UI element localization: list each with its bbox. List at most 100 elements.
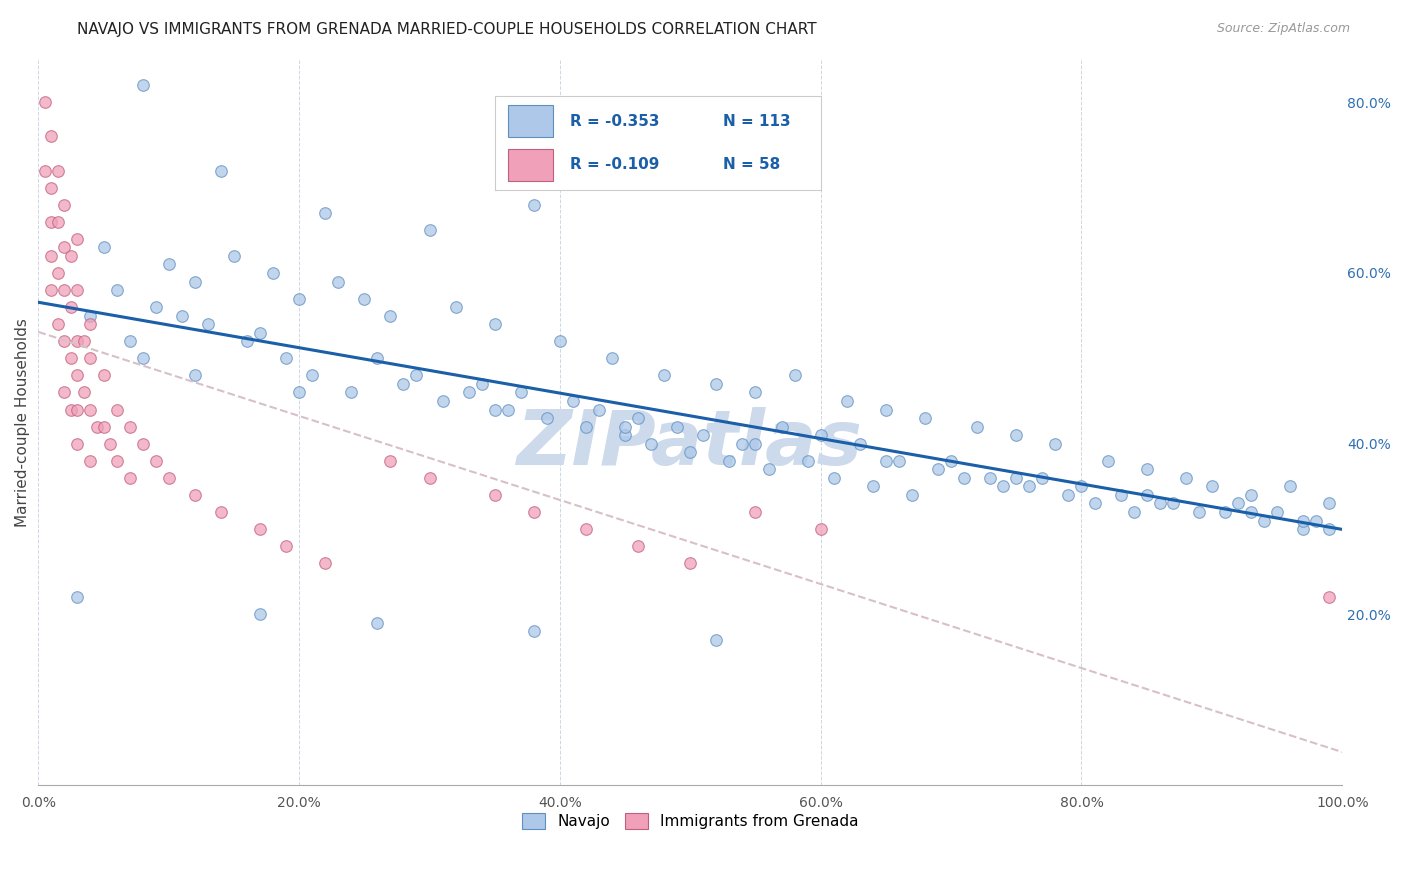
Point bbox=[184, 275, 207, 289]
Point bbox=[744, 505, 766, 519]
Point bbox=[1317, 591, 1340, 605]
Point bbox=[1317, 522, 1340, 536]
Point bbox=[53, 283, 76, 297]
Point bbox=[432, 394, 454, 409]
Point bbox=[1136, 462, 1159, 476]
Point bbox=[41, 249, 63, 263]
Point bbox=[79, 351, 101, 366]
Point bbox=[301, 368, 323, 383]
Point bbox=[457, 385, 479, 400]
Point bbox=[66, 283, 89, 297]
Point bbox=[758, 462, 780, 476]
Point bbox=[1317, 496, 1340, 510]
Point bbox=[328, 275, 350, 289]
Point bbox=[131, 351, 153, 366]
Point bbox=[875, 454, 897, 468]
Point bbox=[993, 479, 1015, 493]
Point bbox=[197, 317, 219, 331]
Point bbox=[679, 556, 702, 570]
Point bbox=[640, 436, 662, 450]
Point bbox=[810, 522, 832, 536]
Point bbox=[46, 163, 69, 178]
Point bbox=[627, 539, 650, 553]
Point bbox=[105, 283, 128, 297]
Point bbox=[314, 556, 336, 570]
Point bbox=[59, 402, 82, 417]
Point bbox=[1265, 505, 1288, 519]
Point bbox=[614, 428, 637, 442]
Point bbox=[444, 300, 467, 314]
Point bbox=[706, 632, 728, 647]
Point bbox=[1253, 514, 1275, 528]
Point bbox=[262, 266, 284, 280]
Point bbox=[509, 385, 531, 400]
Point bbox=[744, 436, 766, 450]
Text: Source: ZipAtlas.com: Source: ZipAtlas.com bbox=[1216, 22, 1350, 36]
Point bbox=[41, 215, 63, 229]
Point bbox=[288, 292, 311, 306]
Point bbox=[418, 223, 440, 237]
Point bbox=[41, 180, 63, 194]
Point bbox=[1045, 436, 1067, 450]
Point bbox=[209, 505, 232, 519]
Point bbox=[184, 488, 207, 502]
Point bbox=[484, 402, 506, 417]
Point bbox=[523, 505, 546, 519]
Point bbox=[484, 488, 506, 502]
Point bbox=[862, 479, 884, 493]
Point bbox=[53, 197, 76, 211]
Point bbox=[901, 488, 924, 502]
Point bbox=[66, 591, 89, 605]
Point bbox=[823, 471, 845, 485]
Point bbox=[496, 402, 519, 417]
Point bbox=[1083, 496, 1105, 510]
Point bbox=[1070, 479, 1092, 493]
Point bbox=[575, 522, 598, 536]
Point bbox=[366, 351, 388, 366]
Point bbox=[66, 334, 89, 349]
Point bbox=[105, 454, 128, 468]
Point bbox=[1005, 471, 1028, 485]
Point bbox=[288, 385, 311, 400]
Point bbox=[1122, 505, 1144, 519]
Point bbox=[835, 394, 858, 409]
Point bbox=[706, 376, 728, 391]
Text: ZIPatlas: ZIPatlas bbox=[517, 407, 863, 481]
Point bbox=[131, 78, 153, 93]
Point bbox=[953, 471, 976, 485]
Point bbox=[118, 334, 141, 349]
Point bbox=[170, 309, 193, 323]
Point bbox=[366, 615, 388, 630]
Point bbox=[783, 368, 806, 383]
Point bbox=[66, 402, 89, 417]
Point bbox=[966, 419, 988, 434]
Point bbox=[184, 368, 207, 383]
Point bbox=[692, 428, 714, 442]
Point bbox=[79, 317, 101, 331]
Point bbox=[46, 266, 69, 280]
Point bbox=[471, 376, 494, 391]
Point bbox=[1109, 488, 1132, 502]
Point bbox=[575, 419, 598, 434]
Point bbox=[53, 334, 76, 349]
Point bbox=[79, 402, 101, 417]
Point bbox=[875, 402, 897, 417]
Point bbox=[46, 317, 69, 331]
Point bbox=[53, 385, 76, 400]
Point bbox=[810, 428, 832, 442]
Point bbox=[249, 607, 271, 622]
Point bbox=[484, 317, 506, 331]
Point bbox=[1097, 454, 1119, 468]
Point bbox=[1240, 488, 1263, 502]
Point bbox=[588, 402, 610, 417]
Point bbox=[770, 419, 793, 434]
Point bbox=[157, 257, 180, 271]
Point bbox=[600, 351, 623, 366]
Point bbox=[405, 368, 427, 383]
Point bbox=[314, 206, 336, 220]
Point bbox=[718, 454, 741, 468]
Point bbox=[523, 197, 546, 211]
Point bbox=[66, 232, 89, 246]
Point bbox=[41, 129, 63, 144]
Point bbox=[34, 95, 56, 110]
